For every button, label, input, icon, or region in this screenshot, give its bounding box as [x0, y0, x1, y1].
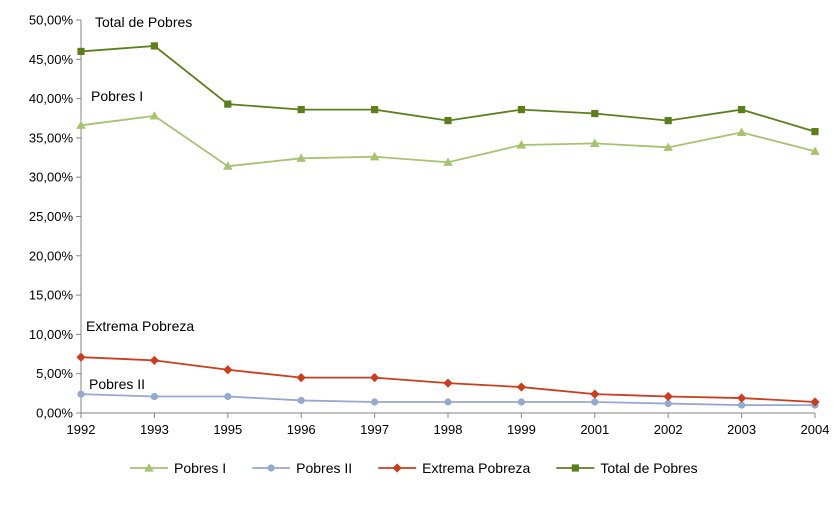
data-point — [371, 106, 379, 114]
data-point — [296, 153, 306, 162]
legend-item-pobres-i: Pobres I — [130, 460, 226, 476]
legend-label: Extrema Pobreza — [422, 460, 530, 476]
data-point — [369, 151, 380, 161]
y-tick-label: 30,00% — [29, 170, 74, 185]
data-point — [810, 146, 820, 155]
data-point — [590, 389, 600, 399]
series-total-de-pobres — [77, 42, 819, 136]
series-extrema-pobreza — [76, 352, 820, 407]
legend: Pobres I Pobres II Extrema Pobreza Total de… — [130, 460, 698, 476]
data-point — [591, 109, 599, 118]
y-tick-label: 25,00% — [29, 209, 74, 224]
x-tick-label: 1997 — [360, 422, 389, 437]
data-point — [663, 142, 673, 151]
y-tick-label: 50,00% — [29, 13, 74, 28]
axes: 0,00% 5,00% 10,00% 15,00% 20,00% 25,00% 30,00%… — [29, 13, 830, 438]
y-tick-label: 15,00% — [29, 288, 74, 303]
y-tick-label: 35,00% — [29, 130, 74, 145]
x-tick-label: 1999 — [507, 422, 536, 437]
data-point — [371, 398, 379, 406]
data-point — [444, 117, 452, 125]
y-tick-label: 0,00% — [36, 406, 73, 421]
x-tick-label: 1996 — [287, 422, 316, 437]
data-point — [517, 398, 526, 406]
y-tick-label: 40,00% — [29, 91, 74, 106]
x-tick-label: 2001 — [580, 422, 609, 437]
legend-marker — [144, 463, 154, 472]
series-pobres-i — [76, 111, 820, 170]
data-point — [736, 127, 747, 136]
x-tick-label: 2002 — [654, 422, 683, 437]
x-tick-label: 2004 — [801, 422, 830, 437]
legend-marker — [392, 463, 402, 473]
data-point — [516, 140, 527, 149]
x-tick-label: 2003 — [727, 422, 756, 437]
data-point — [370, 373, 380, 383]
y-tick-label: 10,00% — [29, 327, 74, 342]
data-point — [738, 401, 746, 409]
data-point — [737, 393, 747, 403]
y-tick-label: 45,00% — [29, 52, 74, 67]
data-point — [590, 138, 600, 148]
legend-item-pobres-ii: Pobres II — [252, 460, 352, 476]
x-tick-label: 1992 — [67, 422, 96, 437]
y-tick-label: 20,00% — [29, 248, 74, 263]
data-point — [664, 117, 672, 125]
legend-label: Total de Pobres — [600, 460, 697, 476]
data-point — [149, 355, 159, 365]
x-tick-label: 1993 — [140, 422, 169, 437]
data-point — [810, 397, 820, 407]
data-point — [517, 106, 525, 114]
y-tick-label: 5,00% — [36, 366, 73, 381]
data-point — [150, 392, 158, 401]
data-point — [77, 390, 85, 398]
x-tick-label: 1998 — [434, 422, 463, 437]
data-point — [443, 157, 453, 166]
data-point — [296, 373, 306, 383]
data-point — [150, 42, 158, 50]
data-point — [77, 47, 85, 56]
legend-item-total-de-pobres: Total de Pobres — [556, 460, 698, 476]
data-point — [76, 120, 86, 129]
series-group — [76, 42, 820, 409]
annotation-total-de-pobres: Total de Pobres — [95, 14, 192, 30]
data-point — [149, 111, 160, 120]
series-pobres-ii — [77, 390, 819, 409]
annotations: Total de Pobres Pobres I Extrema Pobreza Po… — [86, 14, 194, 392]
data-point — [76, 352, 86, 362]
annotation-pobres-ii: Pobres II — [89, 376, 145, 392]
data-point — [443, 378, 453, 388]
data-point — [664, 399, 672, 408]
legend-label: Pobres II — [296, 460, 352, 476]
data-point — [811, 128, 819, 136]
data-point — [444, 398, 452, 406]
data-point — [223, 365, 233, 375]
data-point — [224, 392, 232, 401]
annotation-extrema-pobreza: Extrema Pobreza — [86, 318, 194, 334]
annotation-pobres-i: Pobres I — [91, 88, 143, 104]
data-point — [738, 106, 746, 114]
data-point — [663, 391, 673, 402]
legend-marker — [571, 464, 579, 472]
data-point — [223, 161, 233, 170]
data-point — [224, 100, 232, 108]
legend-item-extrema-pobreza: Extrema Pobreza — [378, 460, 531, 476]
x-tick-label: 1995 — [213, 422, 242, 437]
data-point — [516, 382, 526, 392]
data-point — [297, 106, 305, 114]
data-point — [591, 398, 599, 406]
data-point — [297, 396, 305, 405]
legend-marker — [267, 464, 275, 472]
legend-label: Pobres I — [174, 460, 226, 476]
